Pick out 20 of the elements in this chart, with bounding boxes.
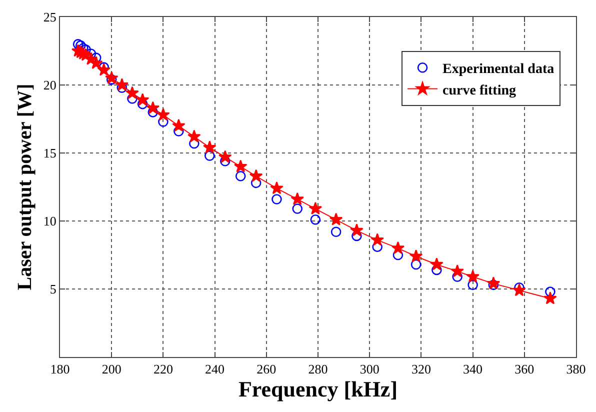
x-tick-label: 180 (50, 362, 70, 377)
y-tick-label: 20 (43, 78, 56, 93)
legend-label: Experimental data (442, 62, 554, 78)
x-tick-label: 320 (411, 362, 431, 377)
x-tick-label: 300 (360, 362, 380, 377)
x-tick-label: 200 (102, 362, 122, 377)
x-tick-label: 260 (256, 362, 276, 377)
y-tick-label: 5 (50, 282, 56, 297)
x-tick-label: 360 (514, 362, 534, 377)
legend-label: curve fitting (442, 83, 516, 98)
x-tick-label: 280 (308, 362, 328, 377)
y-axis-title: Laser output power [W] (14, 84, 36, 290)
x-axis-title: Frequency [kHz] (238, 376, 398, 402)
x-tick-label: 240 (205, 362, 225, 377)
x-tick-label: 380 (566, 362, 586, 377)
y-tick-label: 10 (43, 214, 56, 229)
y-tick-label: 25 (43, 10, 56, 25)
x-tick-label: 340 (463, 362, 483, 377)
y-tick-label: 15 (43, 146, 56, 161)
x-tick-label: 220 (153, 362, 173, 377)
